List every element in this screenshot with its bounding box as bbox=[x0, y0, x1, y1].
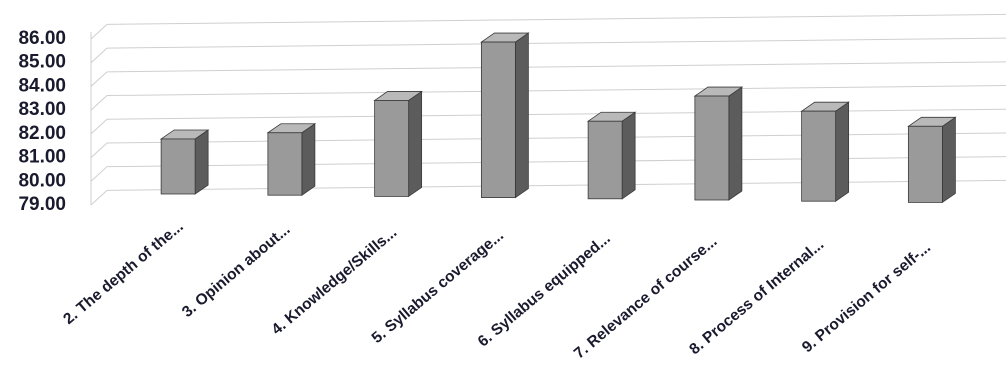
bars bbox=[159, 32, 957, 204]
gridline bbox=[106, 37, 1006, 49]
bar-front bbox=[587, 120, 623, 200]
bar-side bbox=[301, 122, 316, 196]
bar-front bbox=[907, 125, 943, 203]
bar bbox=[586, 111, 637, 200]
gridline-side bbox=[90, 190, 108, 206]
x-tick-label: 9. Provision for self-... bbox=[799, 239, 934, 356]
bar-front bbox=[694, 95, 730, 201]
bar bbox=[266, 122, 317, 196]
gridline-side bbox=[90, 166, 108, 182]
bar-front bbox=[160, 138, 196, 195]
bar bbox=[373, 90, 423, 198]
bar-front bbox=[267, 132, 303, 196]
gridline bbox=[106, 156, 1006, 168]
bar-side bbox=[514, 32, 529, 199]
bar bbox=[800, 101, 850, 202]
gridline bbox=[106, 132, 1006, 144]
gridlines bbox=[90, 13, 1006, 206]
x-axis-tick-labels: 2. The depth of the...3. Opinion about..… bbox=[60, 218, 934, 362]
x-tick-label: 2. The depth of the... bbox=[60, 218, 186, 328]
x-tick-label: 3. Opinion about... bbox=[179, 221, 293, 321]
gridline-side bbox=[90, 142, 108, 158]
bar-front bbox=[801, 110, 837, 202]
gridline bbox=[106, 85, 1006, 97]
y-tick-label: 82.00 bbox=[18, 123, 66, 144]
bar-front bbox=[480, 41, 516, 198]
gridline-side bbox=[90, 95, 108, 111]
bar-side bbox=[835, 101, 850, 202]
gridline-side bbox=[90, 118, 108, 135]
y-tick-label: 85.00 bbox=[18, 52, 66, 73]
bar bbox=[693, 86, 744, 201]
y-tick-label: 86.00 bbox=[18, 28, 66, 49]
bar bbox=[480, 32, 530, 199]
y-tick-label: 81.00 bbox=[18, 147, 66, 168]
gridline bbox=[106, 13, 1006, 25]
bar-side bbox=[408, 90, 423, 198]
bar-side bbox=[194, 129, 209, 195]
bar-side bbox=[621, 111, 636, 200]
gridline-side bbox=[90, 24, 108, 40]
bar bbox=[907, 116, 957, 204]
gridline-side bbox=[90, 71, 108, 87]
gridline bbox=[106, 179, 1006, 191]
bar bbox=[159, 129, 210, 195]
gridline bbox=[106, 61, 1006, 73]
y-tick-label: 80.00 bbox=[18, 170, 66, 191]
y-tick-label: 83.00 bbox=[18, 99, 66, 120]
y-tick-label: 79.00 bbox=[18, 194, 66, 215]
bar-front bbox=[374, 100, 410, 197]
bar-side bbox=[941, 116, 956, 204]
bar-side bbox=[728, 86, 743, 201]
y-tick-label: 84.00 bbox=[18, 75, 66, 96]
gridline-side bbox=[90, 47, 108, 64]
x-tick-label: 4. Knowledge/Skills... bbox=[269, 224, 401, 338]
gridline bbox=[106, 108, 1006, 120]
